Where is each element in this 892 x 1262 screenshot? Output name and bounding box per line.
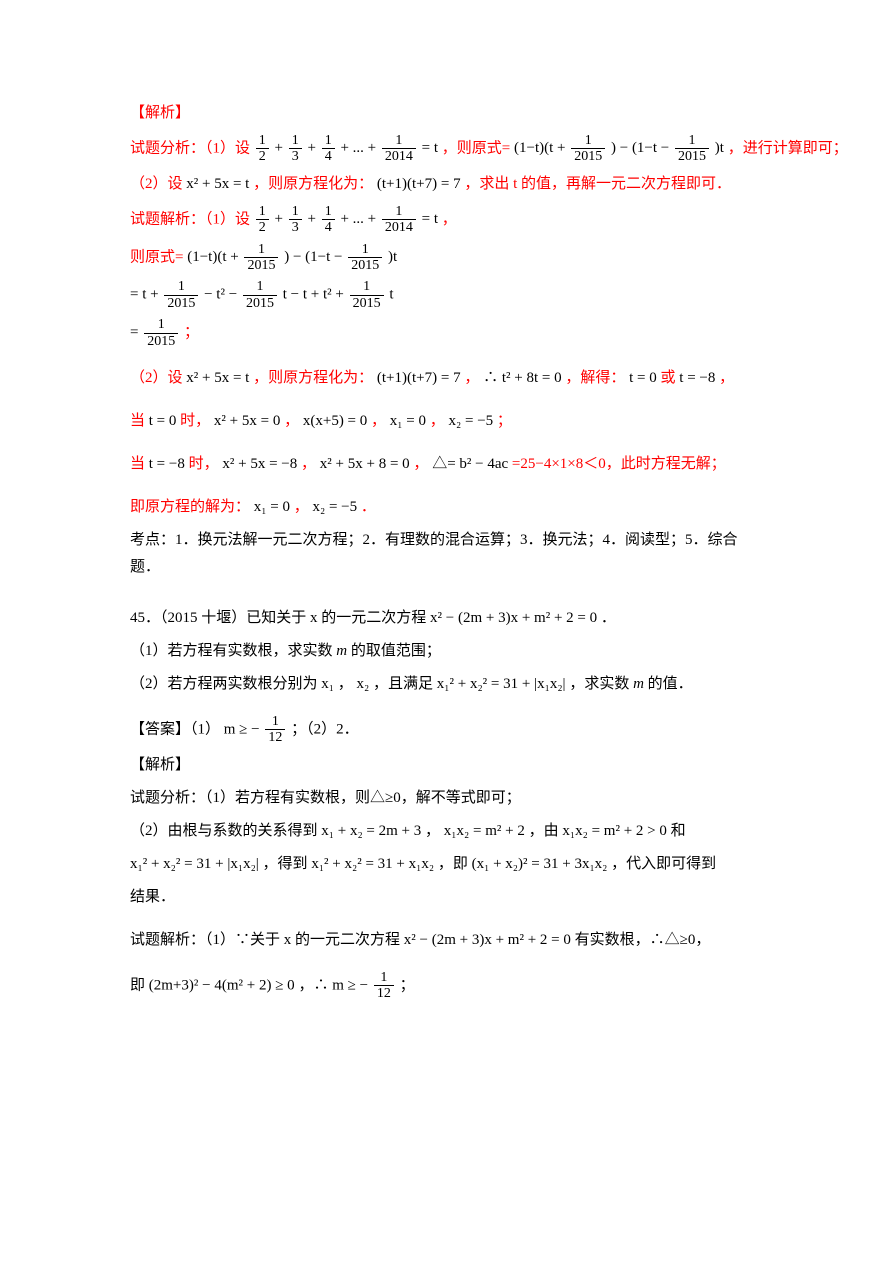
analysis2-l3: x₁² + x₂² = 31 + |x₁x₂| ，得到 x₁² + x₂² = …: [130, 851, 762, 878]
solution2-l1: 试题解析：（1）∵关于 x 的一元二次方程 x² − (2m + 3)x + m…: [130, 927, 762, 954]
problem-45-q2: （2）若方程两实数根分别为 x₁ ， x₂ ，且满足 x₁² + x₂² = 3…: [130, 671, 762, 698]
line-solution-8: 即原方程的解为： x₁ = 0 ， x₂ = −5 ．: [130, 494, 762, 521]
line-solution-2: 则原式= (1−t)(t + 12015 ) − (1−t − 12015 )t: [130, 242, 762, 274]
analysis-header: 【解析】: [130, 100, 762, 127]
line-solution-1: 试题解析：（1）设 12 + 13 + 14 + ... + 12014 = t…: [130, 204, 762, 236]
analysis2-l4: 结果．: [130, 884, 762, 911]
answer-line: 【答案】（1） m ≥ − 112 ；（2）2．: [130, 714, 762, 746]
analysis-header-2: 【解析】: [130, 752, 762, 779]
line-solution-6: 当 t = 0 时， x² + 5x = 0 ， x(x+5) = 0 ， x₁…: [130, 408, 762, 435]
line-solution-5: （2）设 x² + 5x = t ，则原方程化为： (t+1)(t+7) = 7…: [130, 365, 762, 392]
analysis2-l2: （2）由根与系数的关系得到 x₁ + x₂ = 2m + 3 ， x₁x₂ = …: [130, 818, 762, 845]
topic-summary: 考点：1．换元法解一元二次方程；2．有理数的混合运算；3．换元法；4．阅读型；5…: [130, 527, 762, 581]
line-solution-4: = 12015 ；: [130, 317, 762, 349]
solution2-l2: 即 (2m+3)² − 4(m² + 2) ≥ 0 ，∴ m ≥ − 112 ；: [130, 970, 762, 1002]
line-analysis-1: 试题分析：（1）设 12 + 13 + 14 + ... + 12014 = t…: [130, 133, 762, 165]
line-solution-7: 当 t = −8 时， x² + 5x = −8 ， x² + 5x + 8 =…: [130, 451, 762, 478]
line-analysis-2: （2）设 x² + 5x = t ，则原方程化为： (t+1)(t+7) = 7…: [130, 171, 762, 198]
analysis2-l1: 试题分析：（1）若方程有实数根，则△≥0，解不等式即可；: [130, 785, 762, 812]
problem-45-q1: （1）若方程有实数根，求实数 m 的取值范围；: [130, 638, 762, 665]
document-content: 【解析】 试题分析：（1）设 12 + 13 + 14 + ... + 1201…: [130, 100, 762, 1001]
line-solution-3: = t + 12015 − t² − 12015 t − t + t² + 12…: [130, 279, 762, 311]
problem-45: 45．（2015 十堰）已知关于 x 的一元二次方程 x² − (2m + 3)…: [130, 605, 762, 632]
